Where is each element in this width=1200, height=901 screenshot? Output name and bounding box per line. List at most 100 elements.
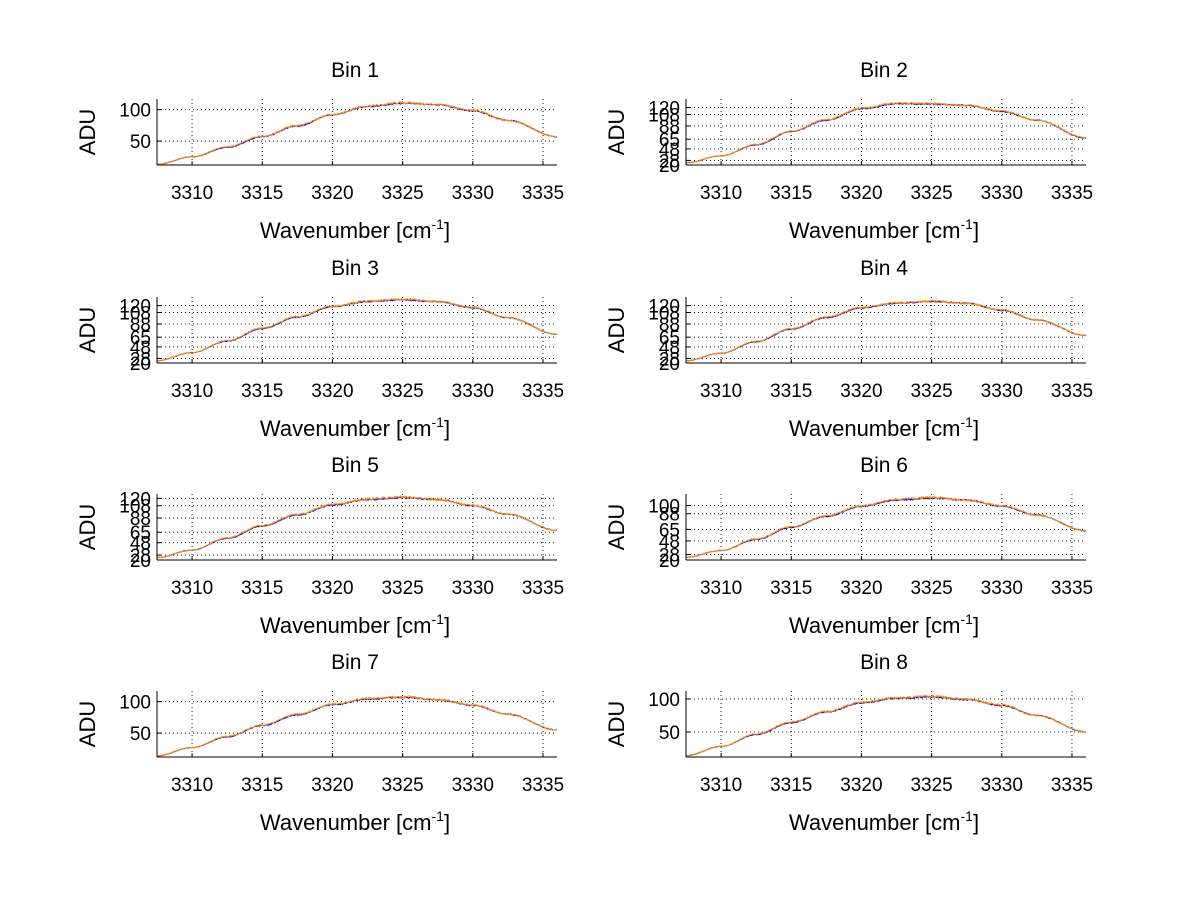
x-tick-label: 3310	[171, 183, 213, 204]
x-tick-label: 3325	[910, 578, 952, 599]
x-tick-label: 3325	[381, 775, 423, 796]
y-tick-label: 48	[130, 338, 151, 359]
x-tick-label: 3315	[241, 775, 283, 796]
x-tick-label: 3325	[910, 183, 952, 204]
y-axis-label: ADU	[604, 701, 629, 747]
y-tick-label: 28	[659, 546, 680, 567]
x-axis-label: Wavenumber [cm-1]	[260, 414, 450, 441]
y-axis-label: ADU	[604, 504, 629, 550]
subplot-title: Bin 5	[331, 454, 379, 477]
x-axis-label: Wavenumber [cm-1]	[789, 808, 979, 835]
y-tick-label: 48	[659, 532, 680, 553]
y-tick-label: 120	[119, 297, 151, 318]
x-tick-label: 3325	[910, 381, 952, 402]
x-tick-label: 3330	[452, 183, 494, 204]
x-tick-label: 3325	[381, 578, 423, 599]
x-tick-label: 3310	[700, 183, 742, 204]
series-line-1	[685, 695, 1087, 757]
y-tick-label: 100	[648, 497, 680, 518]
series-line-1	[685, 300, 1087, 362]
subplot-bin-8: 3310 3315 3320 3325 3330 3335 50 100 Bin 8 ADU Wav…	[604, 651, 1093, 835]
x-tick-label: 3325	[381, 183, 423, 204]
x-tick-label: 3315	[770, 578, 812, 599]
y-tick-label: 100	[648, 690, 680, 711]
series-line-2	[156, 101, 558, 166]
y-tick-label: 100	[119, 101, 151, 122]
subplot-bin-1: 3310 3315 3320 3325 3330 3335 50 100 Bin 1 ADU Wav…	[75, 59, 564, 243]
subplot-bin-5: 3310 3315 3320 3325 3330 3335 2028486588108120…	[75, 454, 564, 638]
series-line-1	[156, 102, 558, 166]
x-tick-label: 3315	[241, 381, 283, 402]
series-line-2	[156, 495, 558, 559]
x-axis-label: Wavenumber [cm-1]	[260, 611, 450, 638]
y-tick-label: 28	[130, 546, 151, 567]
y-tick-label: 20	[130, 551, 151, 572]
x-tick-label: 3310	[171, 775, 213, 796]
x-tick-label: 3320	[840, 578, 882, 599]
y-tick-label: 108	[648, 105, 680, 126]
subplot-title: Bin 1	[331, 59, 379, 82]
subplot-title: Bin 6	[860, 454, 908, 477]
x-tick-label: 3315	[241, 578, 283, 599]
subplot-bin-4: 3310 3315 3320 3325 3330 3335 2028486588108120…	[604, 257, 1093, 441]
y-tick-label: 20	[659, 551, 680, 572]
y-tick-label: 20	[130, 354, 151, 375]
x-tick-label: 3315	[241, 183, 283, 204]
y-tick-label: 65	[130, 328, 151, 349]
series-line-2	[685, 299, 1087, 362]
x-tick-label: 3320	[311, 381, 353, 402]
x-tick-label: 3320	[311, 183, 353, 204]
x-tick-label: 3320	[840, 775, 882, 796]
y-tick-label: 28	[659, 349, 680, 370]
series-line-1	[156, 696, 558, 757]
y-tick-label: 120	[648, 99, 680, 120]
x-tick-label: 3310	[700, 578, 742, 599]
y-tick-label: 88	[659, 315, 680, 336]
y-axis-label: ADU	[75, 701, 100, 747]
y-axis-label: ADU	[75, 109, 100, 155]
x-axis-label: Wavenumber [cm-1]	[789, 216, 979, 243]
x-tick-label: 3310	[171, 381, 213, 402]
y-tick-label: 20	[659, 354, 680, 375]
x-tick-label: 3320	[840, 183, 882, 204]
subplot-bin-3: 3310 3315 3320 3325 3330 3335 2028486588108120…	[75, 257, 564, 441]
x-tick-label: 3330	[981, 775, 1023, 796]
x-tick-label: 3335	[1051, 775, 1093, 796]
x-tick-label: 3310	[700, 775, 742, 796]
y-axis-label: ADU	[604, 307, 629, 353]
subplot-title: Bin 2	[860, 59, 908, 82]
subplot-bin-7: 3310 3315 3320 3325 3330 3335 50 100 Bin 7 ADU Wav…	[75, 651, 564, 835]
y-tick-label: 50	[130, 132, 151, 153]
y-tick-label: 120	[119, 489, 151, 510]
x-tick-label: 3330	[452, 578, 494, 599]
y-tick-label: 88	[659, 505, 680, 526]
x-tick-label: 3325	[381, 381, 423, 402]
series-line-2	[156, 695, 558, 757]
x-tick-label: 3320	[840, 381, 882, 402]
x-tick-label: 3310	[171, 578, 213, 599]
y-axis-label: ADU	[75, 307, 100, 353]
series-line-1	[685, 102, 1087, 164]
y-tick-label: 20	[659, 156, 680, 177]
y-tick-label: 108	[119, 497, 151, 518]
x-tick-label: 3335	[522, 183, 564, 204]
subplot-title: Bin 3	[331, 257, 379, 280]
x-tick-label: 3335	[522, 578, 564, 599]
x-axis-label: Wavenumber [cm-1]	[789, 414, 979, 441]
y-tick-label: 65	[130, 523, 151, 544]
x-axis-label: Wavenumber [cm-1]	[260, 808, 450, 835]
y-tick-label: 108	[648, 303, 680, 324]
y-tick-label: 108	[119, 303, 151, 324]
series-line-2	[685, 101, 1087, 164]
series-line-1	[156, 298, 558, 362]
y-tick-label: 48	[130, 534, 151, 555]
y-axis-label: ADU	[604, 109, 629, 155]
x-axis-label: Wavenumber [cm-1]	[789, 611, 979, 638]
y-tick-label: 65	[659, 130, 680, 151]
x-tick-label: 3330	[981, 183, 1023, 204]
subplot-title: Bin 7	[331, 651, 379, 674]
y-tick-label: 88	[130, 315, 151, 336]
y-tick-label: 65	[659, 520, 680, 541]
